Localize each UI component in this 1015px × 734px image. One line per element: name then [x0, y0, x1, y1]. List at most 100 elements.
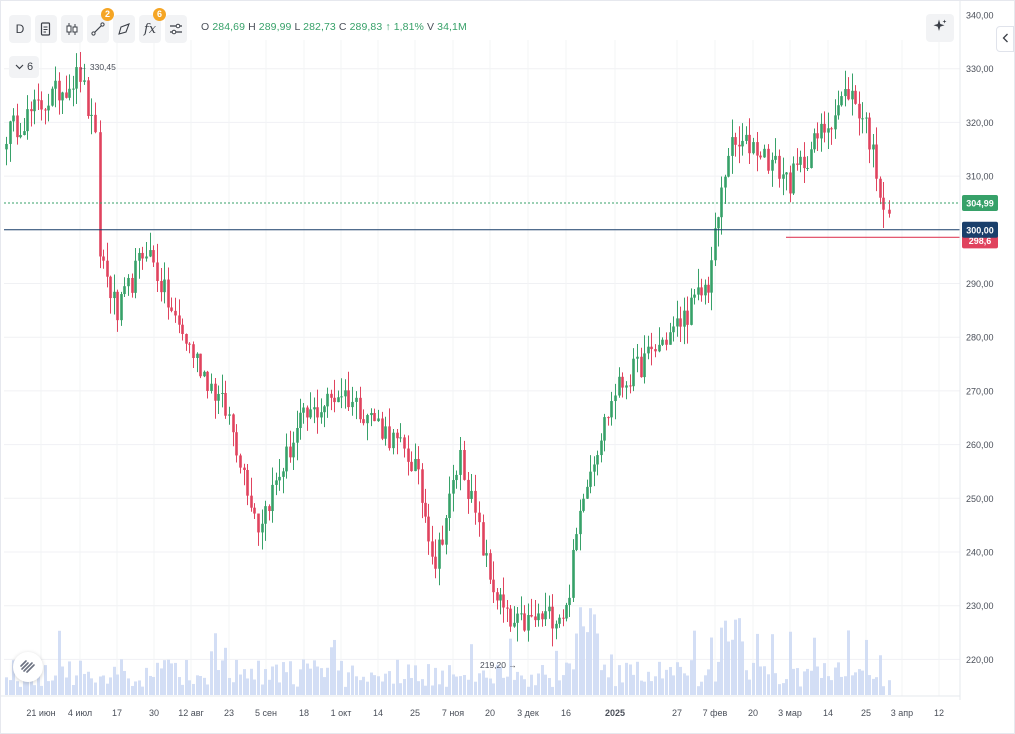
candle-body — [421, 469, 424, 503]
candle-body — [156, 262, 159, 282]
candle-body — [431, 541, 434, 557]
candle-body — [654, 349, 657, 352]
volume-bar — [337, 670, 340, 695]
candle-body — [83, 80, 86, 82]
candle-body — [90, 114, 93, 116]
price-lines: ← 330,45 219,20 → — [4, 62, 960, 670]
candle-body — [109, 276, 112, 299]
volume-bar — [858, 669, 861, 695]
volume-bar — [196, 675, 199, 695]
compare-button[interactable] — [35, 15, 57, 43]
candle-body — [509, 608, 512, 627]
candle-body — [366, 415, 369, 424]
candle-body — [551, 606, 554, 629]
candle-body — [658, 344, 661, 352]
level-line-tag-bg — [962, 221, 998, 238]
candle-body — [26, 109, 29, 132]
candle-body — [813, 133, 816, 150]
volume-bar — [717, 661, 720, 695]
candle-body — [19, 135, 22, 138]
volume-bar — [51, 680, 54, 695]
candle-body — [347, 390, 350, 408]
candle-body — [289, 446, 292, 458]
candle-body — [51, 88, 54, 106]
candle-body — [268, 506, 271, 512]
candle-body — [586, 486, 589, 499]
candle-body — [232, 414, 235, 433]
volume-bar — [478, 673, 481, 695]
candle-body — [403, 437, 406, 449]
candle-body — [565, 604, 568, 619]
chart-type-button[interactable] — [61, 15, 83, 43]
candle-body — [485, 553, 488, 556]
volume-bar — [658, 661, 661, 695]
time-axis-label: 20 — [485, 708, 495, 718]
volume-bar — [647, 671, 650, 695]
interval-button[interactable]: D — [9, 15, 31, 43]
candle-body — [320, 412, 323, 418]
volume-bar — [30, 679, 33, 695]
volume-bar — [75, 675, 78, 695]
volume-bar — [243, 669, 246, 695]
volume-bar — [803, 671, 806, 695]
volume-bar — [756, 633, 759, 695]
candle-body — [313, 407, 316, 410]
candle-body — [12, 115, 15, 122]
candles-icon — [65, 22, 79, 36]
volume-bar — [138, 680, 141, 695]
candle-body — [441, 539, 444, 545]
candle-body — [221, 392, 224, 394]
volume-bar — [865, 639, 868, 695]
drawings-button[interactable]: 2 — [87, 8, 114, 43]
collapse-panel-button[interactable] — [996, 26, 1014, 52]
volume-bar — [632, 674, 635, 695]
volume-bar — [482, 670, 485, 695]
studies-toggle[interactable]: 6 — [9, 56, 39, 78]
volume-bar — [23, 675, 26, 695]
logo-button[interactable] — [13, 652, 43, 682]
time-axis-label: 14 — [823, 708, 833, 718]
volume-bar — [178, 677, 181, 695]
volume-bar — [99, 676, 102, 695]
volume-bar — [87, 671, 90, 695]
volume-bar — [170, 663, 173, 695]
brush-button[interactable] — [113, 15, 135, 43]
candle-body — [424, 502, 427, 517]
candle-body — [138, 252, 141, 261]
candle-body — [467, 479, 470, 499]
candle-body — [316, 407, 319, 418]
volume-bar — [316, 666, 319, 695]
candle-body — [741, 140, 744, 147]
candle-body — [292, 442, 295, 458]
volume-bar — [282, 662, 285, 695]
volume-bar — [636, 661, 639, 695]
volume-bar — [530, 674, 533, 695]
volume-bar — [106, 683, 109, 695]
volume-bar — [410, 677, 413, 695]
candle-body — [199, 353, 202, 377]
indicators-button[interactable]: fx 6 — [139, 8, 166, 43]
candle-body — [717, 217, 720, 229]
volume-bar — [351, 665, 354, 695]
candle-body — [499, 594, 502, 601]
time-axis-label: 21 июн — [26, 708, 55, 718]
candle-body — [141, 252, 144, 259]
volume-bar — [767, 674, 770, 695]
candle-body — [196, 353, 199, 358]
volume-bar — [235, 659, 238, 695]
time-axis: 21 июн 4 июл 17 30 12 авг 23 5 сен 18 1 окт 14 25 7… — [0, 695, 960, 718]
settings-button[interactable] — [165, 15, 187, 43]
volume-bar — [640, 680, 643, 695]
candle-body — [452, 480, 455, 494]
volume-bar — [872, 678, 875, 695]
candle-body — [603, 417, 606, 441]
candle-body — [844, 89, 847, 97]
volume-bar — [65, 677, 68, 695]
time-axis-label: 25 — [861, 708, 871, 718]
ai-assistant-button[interactable] — [926, 14, 954, 42]
candle-body — [748, 134, 751, 154]
volume-bar — [665, 669, 668, 695]
volume-bar — [710, 637, 713, 695]
volume-bar — [174, 662, 177, 695]
